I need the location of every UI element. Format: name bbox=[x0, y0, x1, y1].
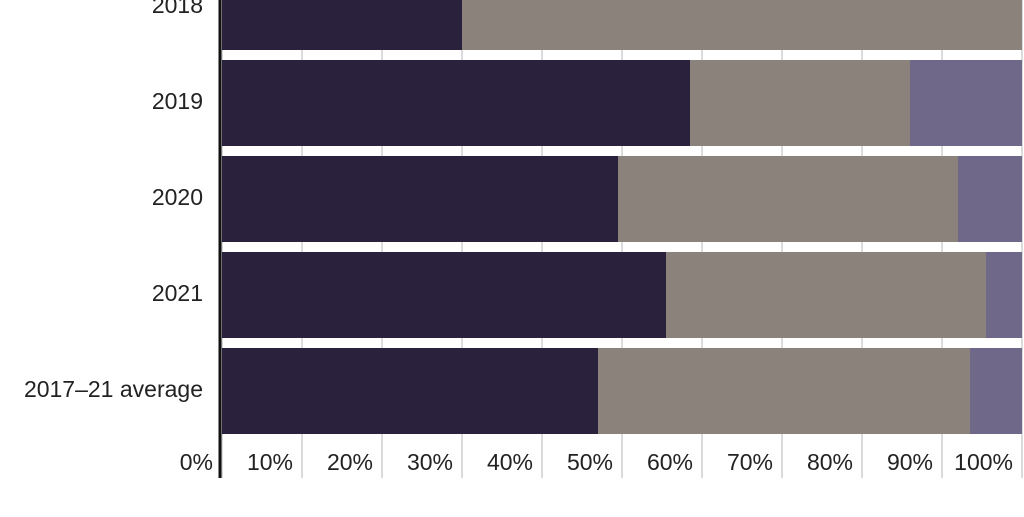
bar-segment bbox=[222, 348, 598, 434]
x-tick-label: 20% bbox=[327, 449, 373, 475]
bar-segment bbox=[462, 0, 1022, 50]
x-tick-label: 60% bbox=[647, 449, 693, 475]
bar-segment bbox=[666, 252, 986, 338]
bar-segment bbox=[910, 60, 1022, 146]
y-tick-label: 2021 bbox=[152, 280, 203, 306]
bar-segment bbox=[970, 348, 1022, 434]
bar-segment bbox=[618, 156, 958, 242]
bar-segment bbox=[958, 156, 1022, 242]
x-tick-label: 50% bbox=[567, 449, 613, 475]
x-tick-label: 30% bbox=[407, 449, 453, 475]
x-tick-label: 0% bbox=[180, 449, 213, 475]
y-tick-label: 2020 bbox=[152, 184, 203, 210]
x-tick-label: 70% bbox=[727, 449, 773, 475]
bar-segment bbox=[690, 60, 910, 146]
x-tick-label: 80% bbox=[807, 449, 853, 475]
x-tick-label: 40% bbox=[487, 449, 533, 475]
bar-segment bbox=[222, 252, 666, 338]
bar-segment bbox=[598, 348, 970, 434]
x-tick-label: 10% bbox=[247, 449, 293, 475]
x-tick-label: 90% bbox=[887, 449, 933, 475]
bar-segment bbox=[222, 60, 690, 146]
y-tick-label: 2019 bbox=[152, 88, 203, 114]
y-tick-label: 2017–21 average bbox=[24, 376, 203, 402]
bar-segment bbox=[222, 156, 618, 242]
bar-segment bbox=[222, 0, 462, 50]
y-tick-label: 2018 bbox=[152, 0, 203, 18]
x-tick-label: 100% bbox=[954, 449, 1013, 475]
bar-segment bbox=[986, 252, 1022, 338]
